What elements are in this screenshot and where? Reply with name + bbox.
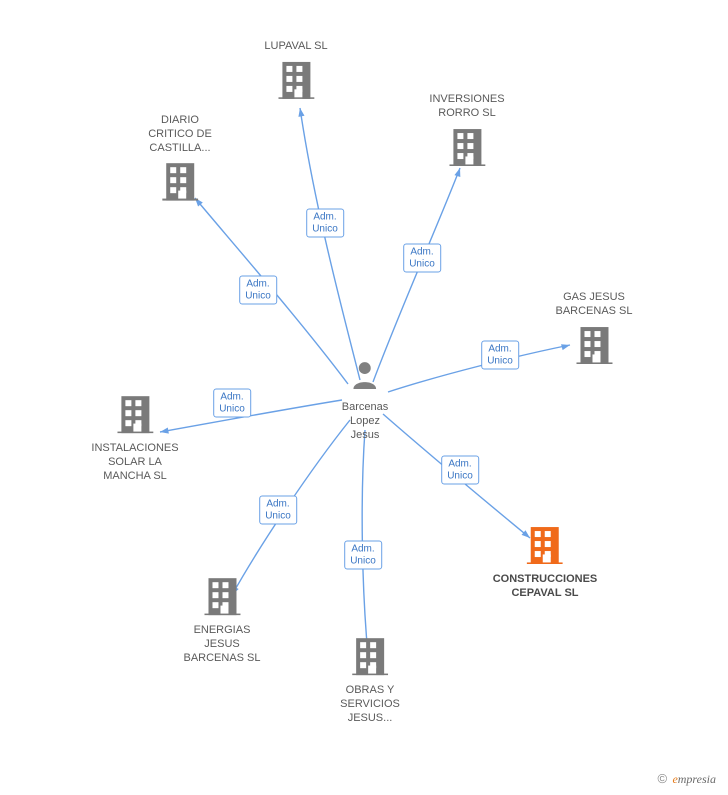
building-icon xyxy=(183,574,260,620)
company-node[interactable]: INSTALACIONES SOLAR LA MANCHA SL xyxy=(91,392,178,484)
building-icon xyxy=(264,58,327,104)
company-node[interactable]: OBRAS Y SERVICIOS JESUS... xyxy=(340,634,400,726)
brand-rest: mpresia xyxy=(678,772,716,786)
edge-label: Adm. Unico xyxy=(239,276,277,305)
edge xyxy=(160,400,342,432)
edge-label: Adm. Unico xyxy=(441,456,479,485)
company-node[interactable]: DIARIO CRITICO DE CASTILLA... xyxy=(148,114,212,206)
edge-label: Adm. Unico xyxy=(344,541,382,570)
edge xyxy=(300,108,360,380)
company-node[interactable]: GAS JESUS BARCENAS SL xyxy=(555,291,632,369)
node-label: DIARIO CRITICO DE CASTILLA... xyxy=(148,114,212,155)
company-node[interactable]: CONSTRUCCIONES CEPAVAL SL xyxy=(493,523,598,601)
edge-label: Adm. Unico xyxy=(213,389,251,418)
edge-arrowhead xyxy=(298,108,304,117)
edge-label: Adm. Unico xyxy=(259,496,297,525)
node-label: INVERSIONES RORRO SL xyxy=(429,93,504,121)
edge xyxy=(388,345,570,392)
building-icon xyxy=(429,125,504,171)
edge-label: Adm. Unico xyxy=(403,244,441,273)
person-node[interactable]: Barcenas Lopez Jesus xyxy=(342,358,388,442)
person-icon xyxy=(342,358,388,397)
building-icon xyxy=(493,523,598,569)
node-label: GAS JESUS BARCENAS SL xyxy=(555,291,632,319)
watermark: © empresia xyxy=(658,771,717,787)
building-icon xyxy=(148,159,212,205)
building-icon xyxy=(340,634,400,680)
edge-label: Adm. Unico xyxy=(306,209,344,238)
node-label: OBRAS Y SERVICIOS JESUS... xyxy=(340,685,400,726)
copyright-symbol: © xyxy=(658,771,668,786)
edge xyxy=(373,168,460,382)
edge-label: Adm. Unico xyxy=(481,341,519,370)
building-icon xyxy=(555,323,632,369)
node-label: LUPAVAL SL xyxy=(264,40,327,54)
company-node[interactable]: INVERSIONES RORRO SL xyxy=(429,93,504,171)
node-label: CONSTRUCCIONES CEPAVAL SL xyxy=(493,573,598,601)
node-label: INSTALACIONES SOLAR LA MANCHA SL xyxy=(91,443,178,484)
company-node[interactable]: LUPAVAL SL xyxy=(264,40,327,104)
node-label: ENERGIAS JESUS BARCENAS SL xyxy=(183,625,260,666)
building-icon xyxy=(91,392,178,438)
node-label: Barcenas Lopez Jesus xyxy=(342,401,388,442)
company-node[interactable]: ENERGIAS JESUS BARCENAS SL xyxy=(183,574,260,666)
network-diagram: Barcenas Lopez Jesus LUPAVAL SL INVERSION… xyxy=(0,0,728,795)
